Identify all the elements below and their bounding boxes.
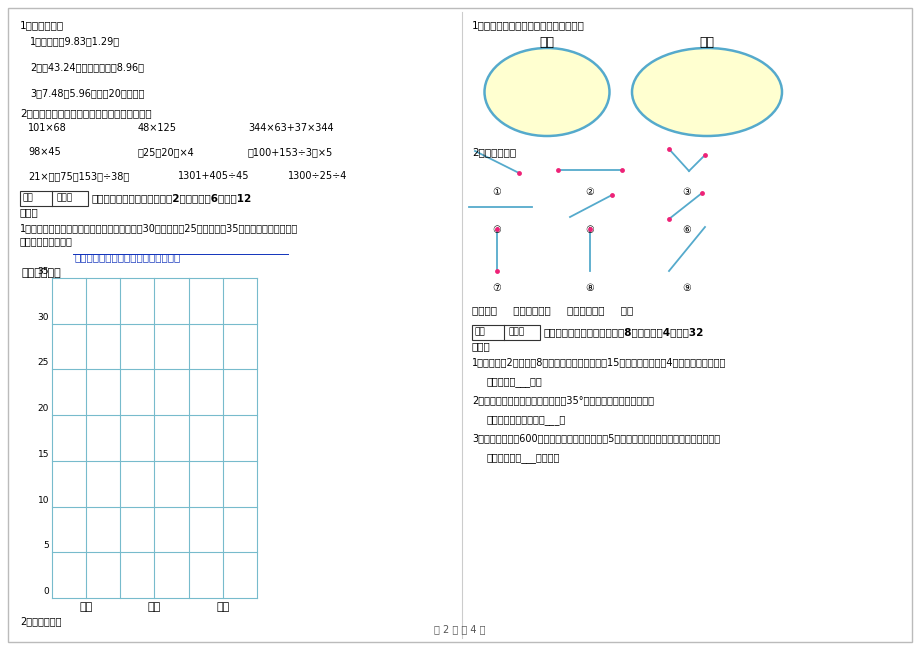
Text: 3．7.48与5.96的和比20少多少？: 3．7.48与5.96的和比20少多少？ [30,88,144,98]
Text: 女装: 女装 [216,602,229,612]
Text: （100+153÷3）×5: （100+153÷3）×5 [248,147,333,157]
Text: 六、应用知识，解决问题（共8小题，每题4分，入32: 六、应用知识，解决问题（共8小题，每题4分，入32 [543,327,704,337]
Text: 得分: 得分 [23,193,34,202]
Text: ⑦: ⑦ [492,283,501,293]
Text: ④: ④ [492,225,501,235]
Text: ⑧: ⑧ [585,283,594,293]
Text: 1、列式计算。: 1、列式计算。 [20,20,64,30]
Text: 2、一个等腰三角形，它底角度数是35°，它的顶角的度数是多少？: 2、一个等腰三角形，它底角度数是35°，它的顶角的度数是多少？ [471,395,653,405]
Text: 10: 10 [38,495,49,504]
Text: 得分: 得分 [474,327,485,336]
Text: 344×63+37×344: 344×63+37×344 [248,123,334,133]
Text: 35: 35 [38,267,49,276]
Ellipse shape [631,48,781,136]
Text: 2、看图填空。: 2、看图填空。 [471,147,516,157]
Text: 分）。: 分）。 [471,341,490,351]
Text: 1．什么数比9.83多1.29？: 1．什么数比9.83多1.29？ [30,36,120,46]
Text: 评卷人: 评卷人 [57,193,73,202]
Text: 3、计划在一条长600米的堤坠上，从头到尾每险5米栽一棵树，那么需要准备多少棵树苗？: 3、计划在一条长600米的堤坠上，从头到尾每险5米栽一棵树，那么需要准备多少棵树… [471,433,720,443]
Text: 答：需要准备___棵树苗。: 答：需要准备___棵树苗。 [486,453,560,463]
Text: 1、某服装厂第一季度生产服装情况如下：男装30万套，童装25万套，女装35万套，根据数据把下面: 1、某服装厂第一季度生产服装情况如下：男装30万套，童装25万套，女装35万套，… [20,223,298,233]
Text: ⑤: ⑤ [585,225,594,235]
Text: 2．从43.24里减去什么数得8.96？: 2．从43.24里减去什么数得8.96？ [30,62,144,72]
Ellipse shape [484,48,608,136]
Text: 的统计图补充完整。: 的统计图补充完整。 [20,236,73,246]
Text: 男装: 男装 [79,602,93,612]
Text: ⑥: ⑥ [682,225,690,235]
Text: 101×68: 101×68 [28,123,67,133]
Text: 童装: 童装 [148,602,161,612]
Bar [20,191,88,206]
Text: 1300÷25÷4: 1300÷25÷4 [288,171,347,181]
Text: 0: 0 [43,587,49,596]
Text: 30: 30 [38,313,49,322]
Text: 五、认真思考，综合能力（共2小题，每题6分，入12: 五、认真思考，综合能力（共2小题，每题6分，入12 [92,193,252,203]
Text: 评卷人: 评卷人 [508,327,525,336]
Text: ③: ③ [682,187,690,197]
Bar [471,325,539,340]
Text: 1、把下面的各角度数填入相应的圈里。: 1、把下面的各角度数填入相应的圈里。 [471,20,584,30]
Text: ⑨: ⑨ [682,283,690,293]
Text: ①: ① [492,187,501,197]
Text: 1301+405÷45: 1301+405÷45 [177,171,249,181]
Text: 2、综合训练。: 2、综合训练。 [20,616,62,626]
Text: 2、计算下列各题，能用简便方法的就要简算。: 2、计算下列各题，能用简便方法的就要简算。 [20,108,152,118]
Text: 15: 15 [38,450,49,459]
Text: 答：一共要___元。: 答：一共要___元。 [486,377,542,387]
Text: ②: ② [585,187,594,197]
Text: 第 2 页 八 4 页: 第 2 页 八 4 页 [434,624,485,634]
Text: 数量（万套）: 数量（万套） [22,268,62,278]
Text: 25: 25 [38,358,49,367]
Text: 锐角: 锐角 [539,36,554,49]
Text: 21×（（75＋153）÷38）: 21×（（75＋153）÷38） [28,171,129,181]
Text: 20: 20 [38,404,49,413]
Text: 某服装厂第一季度生产服装情况统计图: 某服装厂第一季度生产服装情况统计图 [75,252,181,262]
Text: 1、王阿姨买2个水瓶和8个茶杯，已知每个水瓶是15元，茶杯的单价是4元，一共要多少元？: 1、王阿姨买2个水瓶和8个茶杯，已知每个水瓶是15元，茶杯的单价是4元，一共要多… [471,357,726,367]
Text: 答：它的顶角的度数是___。: 答：它的顶角的度数是___。 [486,415,565,425]
Text: 直线有（     ），射线有（     ），线段有（     ）。: 直线有（ ），射线有（ ），线段有（ ）。 [471,305,632,315]
Text: 5: 5 [43,541,49,551]
Text: 锔角: 锔角 [698,36,714,49]
Text: 48×125: 48×125 [138,123,176,133]
Text: 分）。: 分）。 [20,207,39,217]
Text: 98×45: 98×45 [28,147,61,157]
Text: （25＋20）×4: （25＋20）×4 [138,147,195,157]
